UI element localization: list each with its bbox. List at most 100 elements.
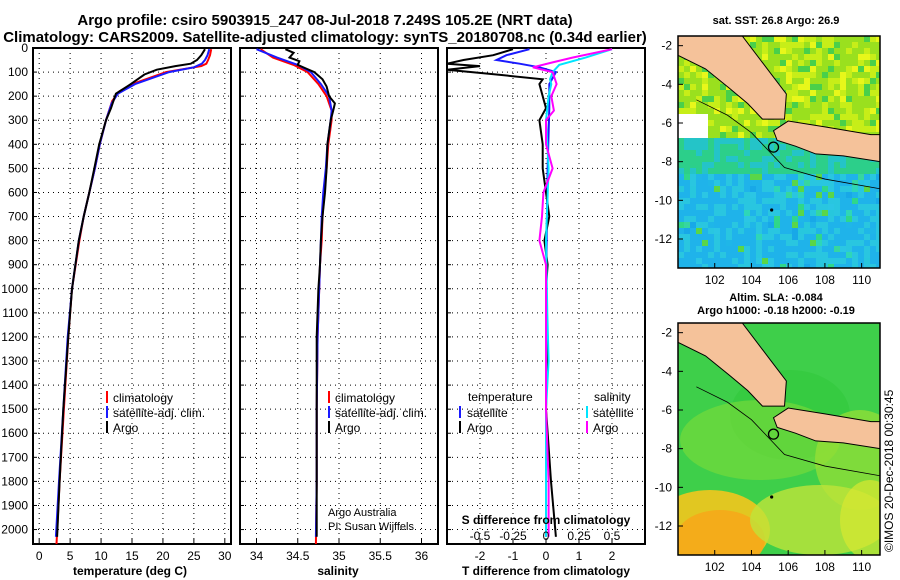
- sst-cell: [828, 222, 835, 229]
- sst-cell: [798, 228, 805, 235]
- sst-cell: [702, 168, 709, 175]
- sst-cell: [792, 156, 799, 163]
- map-x-tick-label: 104: [741, 273, 761, 287]
- sst-cell: [852, 36, 859, 43]
- sst-cell: [846, 198, 853, 205]
- sst-cloud-mask: [678, 114, 708, 138]
- sst-cell: [816, 156, 823, 163]
- title-line-1: Argo profile: csiro 5903915_247 08-Jul-2…: [77, 12, 572, 29]
- sst-cell: [762, 240, 769, 247]
- sst-cell: [834, 48, 841, 55]
- sst-cell: [750, 204, 757, 211]
- sst-cell: [792, 66, 799, 73]
- sst-cell: [864, 102, 871, 109]
- sst-cell: [804, 162, 811, 169]
- sst-cell: [744, 216, 751, 223]
- sst-cell: [750, 234, 757, 241]
- sst-cell: [702, 192, 709, 199]
- sst-cell: [840, 84, 847, 91]
- sst-cell: [864, 228, 871, 235]
- sst-cell: [690, 102, 697, 109]
- sst-cell: [816, 168, 823, 175]
- sst-cell: [858, 108, 865, 115]
- sst-cell: [696, 102, 703, 109]
- map-y-tick-label: -2: [661, 326, 672, 340]
- sst-cell: [840, 48, 847, 55]
- sst-cell: [828, 78, 835, 85]
- sst-cell: [678, 102, 685, 109]
- x-tick-label: -2: [475, 549, 486, 563]
- sst-cell: [822, 210, 829, 217]
- sst-cell: [786, 204, 793, 211]
- sst-cell: [750, 108, 757, 115]
- sst-cell: [840, 114, 847, 121]
- sst-cell: [846, 174, 853, 181]
- sst-cell: [828, 42, 835, 49]
- sst-cell: [834, 234, 841, 241]
- sst-cell: [804, 180, 811, 187]
- sst-cell: [876, 84, 880, 91]
- sst-cell: [762, 156, 769, 163]
- sst-cell: [828, 156, 835, 163]
- sst-cell: [816, 180, 823, 187]
- sst-cell: [708, 198, 715, 205]
- sst-cell: [840, 108, 847, 115]
- x-tick-label: 0: [543, 549, 550, 563]
- sst-cell: [684, 78, 691, 85]
- sst-cell: [684, 174, 691, 181]
- sst-cell: [798, 36, 805, 43]
- sst-cell: [840, 96, 847, 103]
- sst-cell: [870, 126, 877, 133]
- sst-cell: [780, 162, 787, 169]
- sst-cell: [816, 222, 823, 229]
- sst-cell: [726, 120, 733, 127]
- sst-cell: [678, 204, 685, 211]
- sst-cell: [828, 216, 835, 223]
- sst-cell: [822, 186, 829, 193]
- sst-cell: [696, 204, 703, 211]
- sst-cell: [756, 36, 763, 43]
- sst-cell: [786, 60, 793, 67]
- sst-cell: [708, 216, 715, 223]
- map-y-tick-label: -6: [661, 403, 672, 417]
- sst-cell: [834, 204, 841, 211]
- sst-cell: [738, 96, 745, 103]
- sst-cell: [786, 156, 793, 163]
- sst-cell: [720, 192, 727, 199]
- sst-cell: [858, 102, 865, 109]
- sst-cell: [786, 234, 793, 241]
- sst-cell: [786, 222, 793, 229]
- depth-tick-label: 400: [8, 137, 28, 151]
- sst-cell: [852, 186, 859, 193]
- series-line-salinity-argo: [532, 48, 613, 537]
- sst-cell: [840, 222, 847, 229]
- sst-cell: [786, 96, 793, 103]
- sst-cell: [810, 102, 817, 109]
- sst-cell: [684, 246, 691, 253]
- sst-cell: [744, 156, 751, 163]
- x-tick-label: 2: [609, 549, 616, 563]
- sst-cell: [720, 132, 727, 139]
- sst-cell: [858, 240, 865, 247]
- depth-tick-label: 0: [21, 41, 28, 55]
- sst-cell: [816, 252, 823, 259]
- sst-cell: [834, 228, 841, 235]
- sst-cell: [828, 252, 835, 259]
- sst-cell: [786, 216, 793, 223]
- sst-cell: [864, 90, 871, 97]
- sst-cell: [858, 42, 865, 49]
- sst-cell: [834, 252, 841, 259]
- sst-cell: [744, 252, 751, 259]
- sst-cell: [846, 258, 853, 265]
- sst-cell: [840, 240, 847, 247]
- sst-cell: [738, 222, 745, 229]
- sst-cell: [870, 246, 877, 253]
- sst-cell: [780, 174, 787, 181]
- x-tick-label: 5: [67, 549, 74, 563]
- argo-location-marker: [767, 428, 780, 440]
- sst-cell: [834, 216, 841, 223]
- sst-cell: [726, 150, 733, 157]
- sst-cell: [798, 54, 805, 61]
- sst-cell: [678, 180, 685, 187]
- sst-cell: [720, 102, 727, 109]
